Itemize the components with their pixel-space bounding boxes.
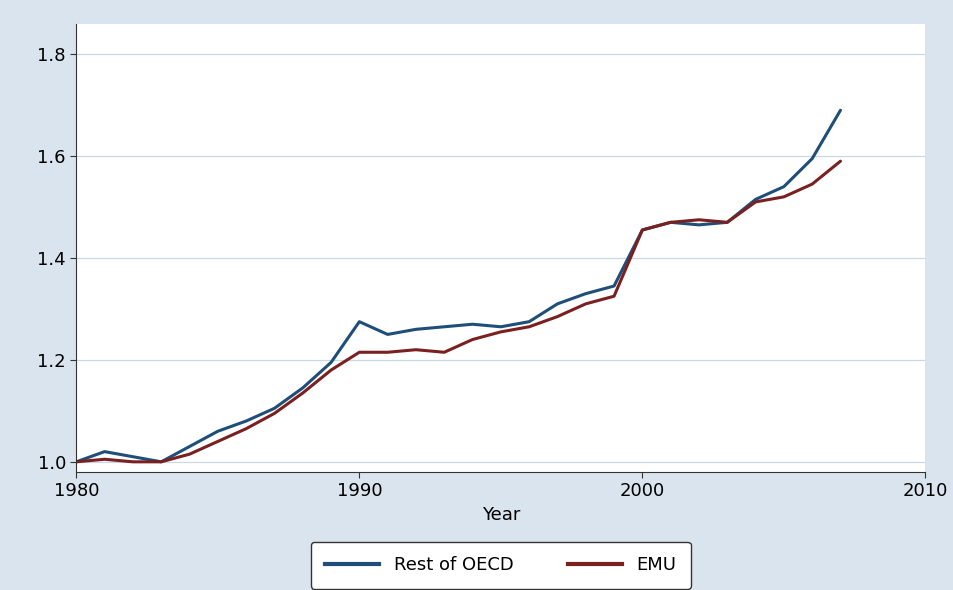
EMU [240, 425, 252, 432]
Rest of OECD [325, 359, 336, 366]
Rest of OECD [381, 331, 393, 338]
Rest of OECD [608, 283, 619, 290]
EMU [778, 194, 789, 201]
Rest of OECD [410, 326, 421, 333]
EMU [155, 458, 167, 466]
EMU [296, 389, 308, 396]
Line: EMU: EMU [76, 161, 840, 462]
Rest of OECD [240, 418, 252, 425]
EMU [551, 313, 562, 320]
EMU [212, 438, 223, 445]
Rest of OECD [664, 219, 676, 226]
Rest of OECD [354, 318, 365, 325]
EMU [184, 451, 195, 458]
X-axis label: Year: Year [481, 506, 519, 524]
EMU [523, 323, 535, 330]
Rest of OECD [296, 385, 308, 392]
Rest of OECD [778, 183, 789, 190]
Rest of OECD [551, 300, 562, 307]
EMU [664, 219, 676, 226]
EMU [99, 455, 111, 463]
Rest of OECD [127, 453, 138, 460]
Rest of OECD [720, 219, 732, 226]
Rest of OECD [438, 323, 450, 330]
Rest of OECD [636, 227, 647, 234]
EMU [71, 458, 82, 466]
Rest of OECD [834, 107, 845, 114]
Rest of OECD [693, 221, 704, 228]
Line: Rest of OECD: Rest of OECD [76, 110, 840, 462]
EMU [749, 198, 760, 205]
EMU [636, 227, 647, 234]
EMU [579, 300, 591, 307]
EMU [720, 219, 732, 226]
EMU [269, 410, 280, 417]
EMU [410, 346, 421, 353]
Rest of OECD [155, 458, 167, 466]
Legend: Rest of OECD, EMU: Rest of OECD, EMU [311, 542, 690, 588]
EMU [608, 293, 619, 300]
EMU [834, 158, 845, 165]
Rest of OECD [184, 443, 195, 450]
EMU [466, 336, 477, 343]
Rest of OECD [71, 458, 82, 466]
EMU [495, 329, 506, 336]
Rest of OECD [523, 318, 535, 325]
EMU [325, 366, 336, 373]
Rest of OECD [805, 155, 817, 162]
EMU [693, 216, 704, 223]
Rest of OECD [579, 290, 591, 297]
Rest of OECD [749, 196, 760, 203]
EMU [805, 181, 817, 188]
Rest of OECD [269, 405, 280, 412]
EMU [354, 349, 365, 356]
EMU [127, 458, 138, 466]
Rest of OECD [99, 448, 111, 455]
Rest of OECD [495, 323, 506, 330]
EMU [438, 349, 450, 356]
EMU [381, 349, 393, 356]
Rest of OECD [466, 321, 477, 328]
Rest of OECD [212, 428, 223, 435]
